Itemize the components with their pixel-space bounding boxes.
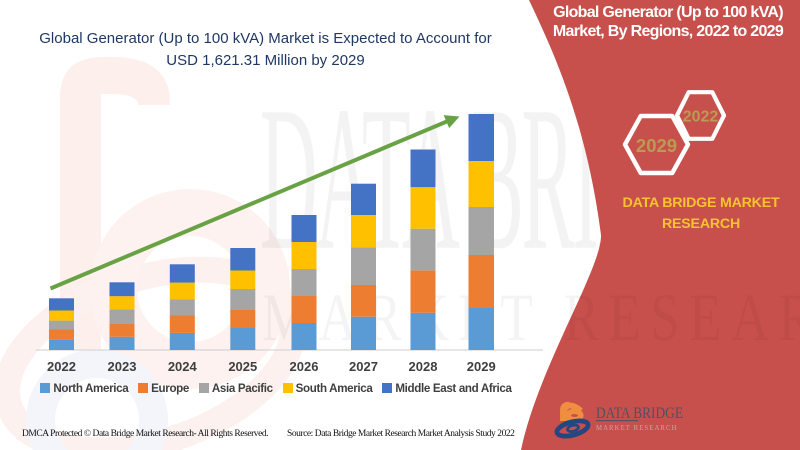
svg-text:MARKET RESEARCH: MARKET RESEARCH	[596, 425, 678, 432]
svg-text:2029: 2029	[636, 135, 677, 156]
svg-text:2022: 2022	[683, 109, 719, 126]
svg-text:DATA BRIDGE: DATA BRIDGE	[596, 405, 683, 422]
